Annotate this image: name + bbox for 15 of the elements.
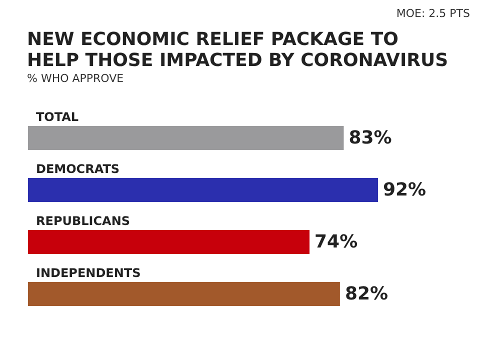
y-tick-label: REPUBLICANS — [36, 214, 130, 228]
chart-subtitle: % WHO APPROVE — [27, 72, 124, 85]
data-label: 83% — [348, 128, 392, 148]
data-label: 92% — [383, 180, 426, 200]
bar — [28, 126, 344, 150]
text: MOE: 2.5 PTS — [396, 7, 470, 20]
y-tick-label: INDEPENDENTS — [36, 266, 141, 280]
bar — [28, 282, 340, 306]
y-tick-label: DEMOCRATS — [36, 162, 120, 176]
data-label: 74% — [314, 232, 358, 252]
y-tick-label: TOTAL — [36, 110, 79, 124]
data-label: 82% — [344, 284, 388, 304]
bar — [28, 230, 310, 254]
chart-title: NEW ECONOMIC RELIEF PACKAGE TO HELP THOSE IMPACTED BY CORONAVIRUS — [27, 29, 448, 71]
bar — [28, 178, 378, 202]
